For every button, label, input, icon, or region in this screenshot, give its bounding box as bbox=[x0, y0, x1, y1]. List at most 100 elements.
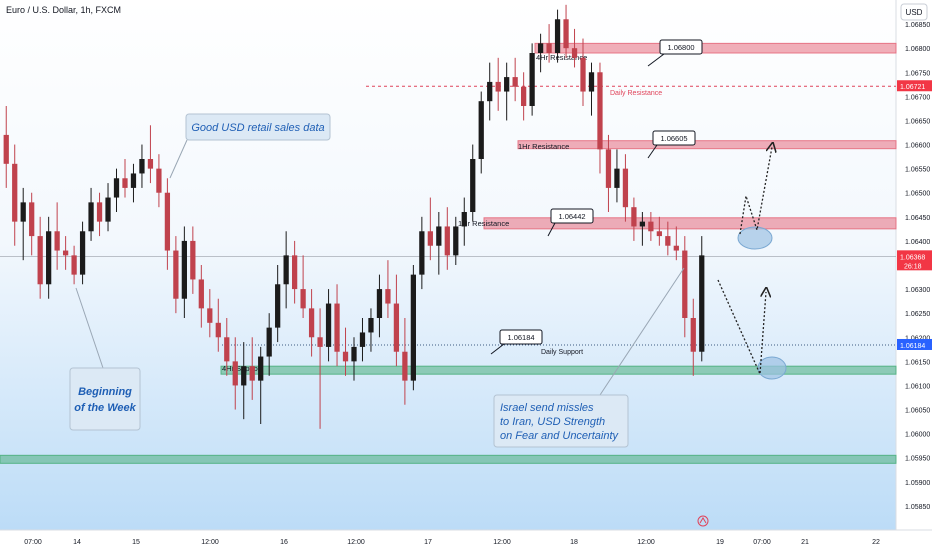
candle-body[interactable] bbox=[79, 231, 86, 275]
zone-2[interactable] bbox=[517, 140, 897, 150]
price-tag-1 bbox=[897, 80, 932, 92]
zone-4[interactable] bbox=[220, 365, 897, 375]
candle-body[interactable] bbox=[597, 72, 603, 150]
candle-body[interactable] bbox=[71, 255, 77, 275]
candle-body[interactable] bbox=[283, 255, 289, 285]
candle-body[interactable] bbox=[639, 221, 646, 227]
candle-body[interactable] bbox=[385, 289, 391, 304]
candle-body[interactable] bbox=[164, 192, 171, 251]
candle-body[interactable] bbox=[504, 77, 510, 92]
candle-body[interactable] bbox=[20, 202, 26, 222]
candle-body[interactable] bbox=[156, 168, 162, 193]
candle-body[interactable] bbox=[622, 168, 629, 208]
candle-body[interactable] bbox=[351, 346, 357, 362]
candle-body[interactable] bbox=[690, 318, 696, 352]
candle-body[interactable] bbox=[122, 178, 128, 188]
candle-body[interactable] bbox=[359, 332, 366, 347]
price-callout-box-4[interactable] bbox=[499, 329, 543, 345]
israel-callout[interactable]: Israel send missles to Iran, USD Strengt… bbox=[493, 267, 685, 448]
candle-body[interactable] bbox=[342, 351, 349, 362]
candle-body[interactable] bbox=[54, 231, 60, 251]
candle-body[interactable] bbox=[29, 202, 35, 237]
price-callout-box-3[interactable] bbox=[550, 208, 594, 224]
candle-body[interactable] bbox=[266, 327, 272, 357]
candle-body[interactable] bbox=[376, 289, 383, 318]
candle-body[interactable] bbox=[656, 231, 662, 237]
candle-body[interactable] bbox=[241, 366, 247, 386]
candle-body[interactable] bbox=[673, 245, 679, 251]
candle-body[interactable] bbox=[3, 134, 9, 164]
candle-body[interactable] bbox=[546, 43, 552, 53]
candle-body[interactable] bbox=[258, 356, 264, 381]
candle-body[interactable] bbox=[410, 274, 417, 381]
zone-1[interactable] bbox=[534, 42, 897, 54]
candle-body[interactable] bbox=[512, 77, 518, 87]
candle-body[interactable] bbox=[291, 255, 298, 290]
candle-body[interactable] bbox=[37, 236, 43, 285]
candle-body[interactable] bbox=[571, 48, 578, 58]
candle-body[interactable] bbox=[317, 337, 323, 347]
candle-body[interactable] bbox=[130, 173, 137, 188]
candle-body[interactable] bbox=[308, 308, 315, 338]
candle-body[interactable] bbox=[368, 318, 374, 333]
candle-body[interactable] bbox=[147, 159, 154, 169]
candle-body[interactable] bbox=[461, 212, 467, 227]
candle-body[interactable] bbox=[427, 231, 433, 246]
candle-body[interactable] bbox=[402, 351, 408, 381]
candle-body[interactable] bbox=[181, 240, 187, 299]
retail-sales-callout[interactable]: Good USD retail sales data bbox=[169, 113, 331, 179]
candle-body[interactable] bbox=[478, 101, 484, 159]
candle-body[interactable] bbox=[521, 86, 527, 106]
candle-body[interactable] bbox=[665, 236, 671, 246]
candle-body[interactable] bbox=[444, 226, 450, 256]
candle-body[interactable] bbox=[88, 202, 94, 232]
candle-body[interactable] bbox=[588, 72, 595, 92]
candle-body[interactable] bbox=[563, 19, 569, 49]
candle-body[interactable] bbox=[682, 250, 688, 318]
candle-body[interactable] bbox=[62, 250, 69, 256]
candle-body[interactable] bbox=[605, 149, 612, 188]
candle-body[interactable] bbox=[495, 81, 501, 92]
candle-body[interactable] bbox=[224, 337, 230, 362]
candle-body[interactable] bbox=[249, 366, 255, 381]
candle-body[interactable] bbox=[554, 19, 561, 53]
candle-body[interactable] bbox=[198, 279, 204, 309]
candle-body[interactable] bbox=[105, 197, 111, 222]
candle-body[interactable] bbox=[334, 303, 340, 352]
candle-body[interactable] bbox=[470, 159, 476, 212]
candle-body[interactable] bbox=[580, 57, 586, 92]
zone-label-2: 1Hr Resistance bbox=[518, 142, 569, 151]
candle-body[interactable] bbox=[529, 53, 535, 106]
candle-body[interactable] bbox=[436, 226, 442, 246]
price-callout-box-2[interactable] bbox=[652, 130, 696, 146]
candle-body[interactable] bbox=[113, 178, 120, 198]
candle-body[interactable] bbox=[215, 322, 221, 338]
candle-body[interactable] bbox=[631, 207, 637, 227]
zone-3[interactable] bbox=[483, 217, 897, 230]
price-callout-label-4: 1.06184 bbox=[507, 333, 534, 342]
candle-body[interactable] bbox=[139, 159, 145, 174]
candle-body[interactable] bbox=[699, 255, 705, 352]
currency-button[interactable] bbox=[900, 3, 928, 21]
candle-body[interactable] bbox=[190, 240, 196, 280]
candle-body[interactable] bbox=[207, 308, 213, 323]
candle-body[interactable] bbox=[537, 43, 544, 53]
candle-body[interactable] bbox=[393, 303, 400, 352]
candle-body[interactable] bbox=[12, 163, 18, 222]
zone-5[interactable] bbox=[0, 454, 897, 464]
candle-body[interactable] bbox=[487, 81, 493, 102]
price-callout-box-1[interactable] bbox=[659, 39, 703, 55]
candle-body[interactable] bbox=[232, 361, 238, 386]
candle-body[interactable] bbox=[96, 202, 103, 222]
candle-body[interactable] bbox=[325, 303, 332, 347]
candle-body[interactable] bbox=[648, 221, 654, 232]
candle-body[interactable] bbox=[275, 284, 281, 328]
candle-body[interactable] bbox=[300, 289, 306, 309]
week-start-callout[interactable]: Beginning of the Week bbox=[69, 287, 141, 431]
candle-body[interactable] bbox=[419, 231, 425, 275]
candle-body[interactable] bbox=[614, 168, 620, 188]
candle-body[interactable] bbox=[453, 226, 459, 256]
candle-body[interactable] bbox=[46, 231, 52, 285]
candle-body[interactable] bbox=[173, 250, 179, 299]
